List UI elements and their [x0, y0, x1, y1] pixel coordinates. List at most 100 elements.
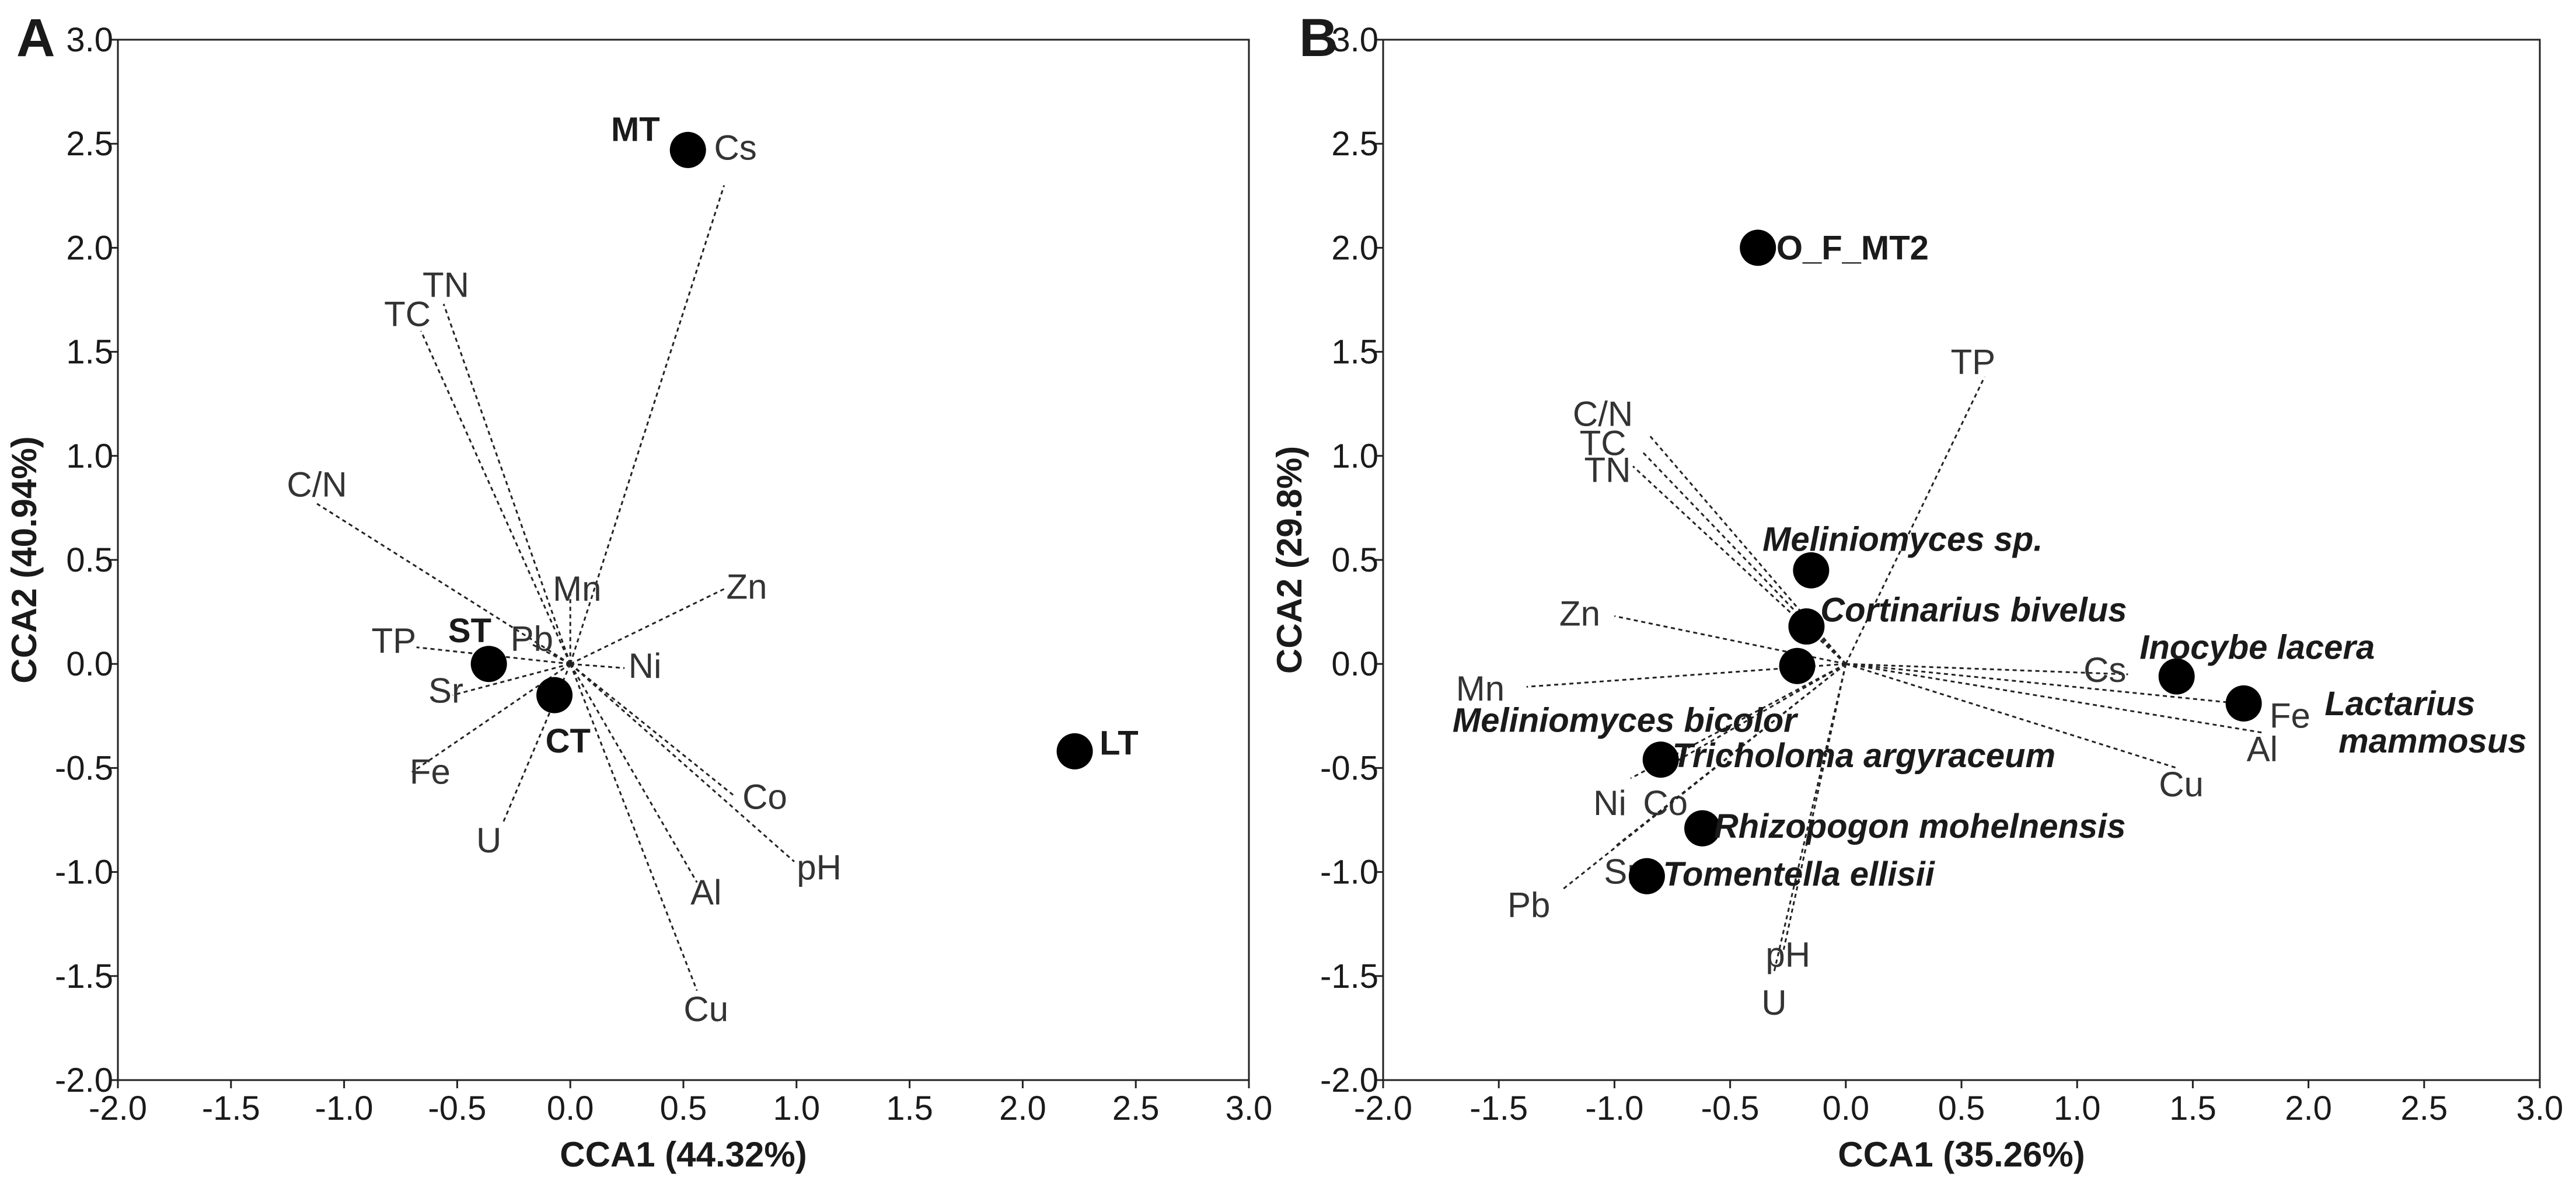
point-label: Rhizopogon mohelnensis — [1714, 807, 2126, 845]
x-axis-title: CCA1 (44.32%) — [560, 1135, 807, 1174]
vector-line — [1845, 663, 2177, 769]
data-point — [1684, 810, 1721, 847]
vector-label: TN — [1584, 451, 1631, 490]
x-axis-title: CCA1 (35.26%) — [1838, 1135, 2085, 1174]
vector-line — [1845, 663, 2128, 675]
plot-frame — [1382, 39, 2541, 1081]
y-axis-title: CCA2 (40.94%) — [5, 436, 44, 684]
vector-label: Cs — [2083, 650, 2126, 689]
vector-label: TC — [1580, 423, 1626, 462]
x-tick-label: -1.5 — [202, 1089, 260, 1127]
point-label: MT — [611, 110, 660, 148]
vector-line — [570, 663, 795, 862]
x-tick-label: 1.0 — [2054, 1089, 2101, 1127]
vector-label: Zn — [727, 567, 767, 606]
y-tick-label: 0.5 — [66, 541, 113, 579]
x-tick-label: 3.0 — [2516, 1089, 2564, 1127]
plot-frame — [117, 39, 1250, 1081]
vector-line — [1845, 663, 2263, 734]
vector-label: pH — [797, 848, 842, 887]
y-tick-label: -1.5 — [1320, 957, 1378, 995]
x-tick-label: 2.5 — [2400, 1089, 2448, 1127]
vector-line — [569, 185, 725, 664]
vector-line — [570, 588, 725, 665]
vector-line — [570, 663, 625, 669]
vector-label: Ni — [1593, 783, 1626, 823]
vector-label: Pb — [1507, 886, 1550, 925]
x-tick-label: 0.5 — [1938, 1089, 1985, 1127]
y-axis-title: CCA2 (29.8%) — [1270, 446, 1309, 674]
x-tick-label: 0.5 — [660, 1089, 707, 1127]
x-tick-label: 0.0 — [547, 1089, 594, 1127]
vector-label: C/N — [1573, 395, 1633, 434]
vector-label: Ni — [629, 646, 662, 685]
vector-label: TC — [384, 294, 431, 333]
vector-label: U — [476, 821, 501, 860]
x-tick-label: 1.0 — [773, 1089, 820, 1127]
vector-label: pH — [1765, 935, 1810, 974]
x-tick-label: -2.0 — [89, 1089, 147, 1127]
x-tick-label: 0.0 — [1822, 1089, 1869, 1127]
point-label: LT — [1099, 725, 1139, 762]
vector-line — [1653, 663, 1847, 775]
y-tick-label: -2.0 — [1320, 1061, 1378, 1099]
point-label: mammosus — [2338, 722, 2526, 760]
y-tick-label: 2.5 — [1331, 125, 1378, 163]
data-point — [669, 131, 706, 168]
vector-line — [569, 663, 698, 991]
y-tick-label: 1.0 — [66, 437, 113, 475]
x-tick-label: -1.0 — [315, 1089, 374, 1127]
data-point — [1779, 647, 1816, 684]
vector-line — [1648, 434, 1847, 665]
y-tick-label: -1.5 — [55, 957, 113, 995]
x-tick-label: 2.5 — [1112, 1089, 1160, 1127]
vector-line — [1630, 663, 1847, 779]
vector-line — [529, 642, 571, 665]
data-point — [1628, 858, 1665, 894]
vector-label: Mn — [1456, 669, 1505, 708]
vector-label: Pb — [511, 619, 553, 658]
vector-label: Zn — [1559, 594, 1600, 633]
vector-label: C/N — [287, 465, 347, 504]
vector-line — [1845, 663, 2260, 706]
data-point — [1740, 229, 1776, 266]
x-tick-label: 1.5 — [886, 1089, 933, 1127]
point-label: Tomentella ellisii — [1663, 855, 1936, 893]
x-tick-label: 3.0 — [1226, 1089, 1273, 1127]
y-tick-label: 2.5 — [66, 125, 113, 163]
y-tick-label: 3.0 — [66, 21, 113, 59]
x-tick-label: 1.5 — [2169, 1089, 2217, 1127]
y-tick-label: -0.5 — [1320, 749, 1378, 787]
point-label: CT — [546, 722, 591, 760]
data-point — [536, 677, 573, 713]
x-tick-label: -0.5 — [1701, 1089, 1760, 1127]
y-tick-label: -0.5 — [55, 749, 113, 787]
y-tick-label: 3.0 — [1331, 21, 1378, 59]
y-tick-label: -1.0 — [55, 854, 113, 892]
vector-label: Co — [742, 777, 787, 816]
point-label: Inocybe lacera — [2139, 629, 2375, 667]
y-tick-label: 1.0 — [1331, 437, 1378, 475]
data-point — [1793, 552, 1830, 588]
vector-label: Cs — [714, 128, 756, 167]
vector-line — [501, 663, 571, 825]
data-point — [2158, 658, 2195, 695]
y-tick-label: -2.0 — [55, 1061, 113, 1099]
vector-label: Co — [1643, 783, 1688, 823]
data-point — [1788, 608, 1825, 645]
panel-letter: B — [1299, 8, 1338, 68]
point-label: Lactarius — [2324, 685, 2475, 723]
point-label: O_F_MT2 — [1776, 229, 1929, 267]
point-label: Meliniomyces sp. — [1762, 520, 2043, 558]
vector-label: Fe — [2270, 696, 2310, 735]
x-tick-label: -0.5 — [428, 1089, 486, 1127]
vector-label: Sr — [428, 671, 463, 711]
point-label: Tricholoma argyraceum — [1673, 737, 2056, 775]
vector-label: Mn — [553, 569, 601, 608]
vector-label: TP — [372, 621, 417, 660]
vector-line — [442, 304, 571, 664]
point-label: ST — [448, 612, 491, 650]
vector-line — [1845, 376, 1985, 664]
point-label: Meliniomyces bicolor — [1453, 701, 1799, 739]
